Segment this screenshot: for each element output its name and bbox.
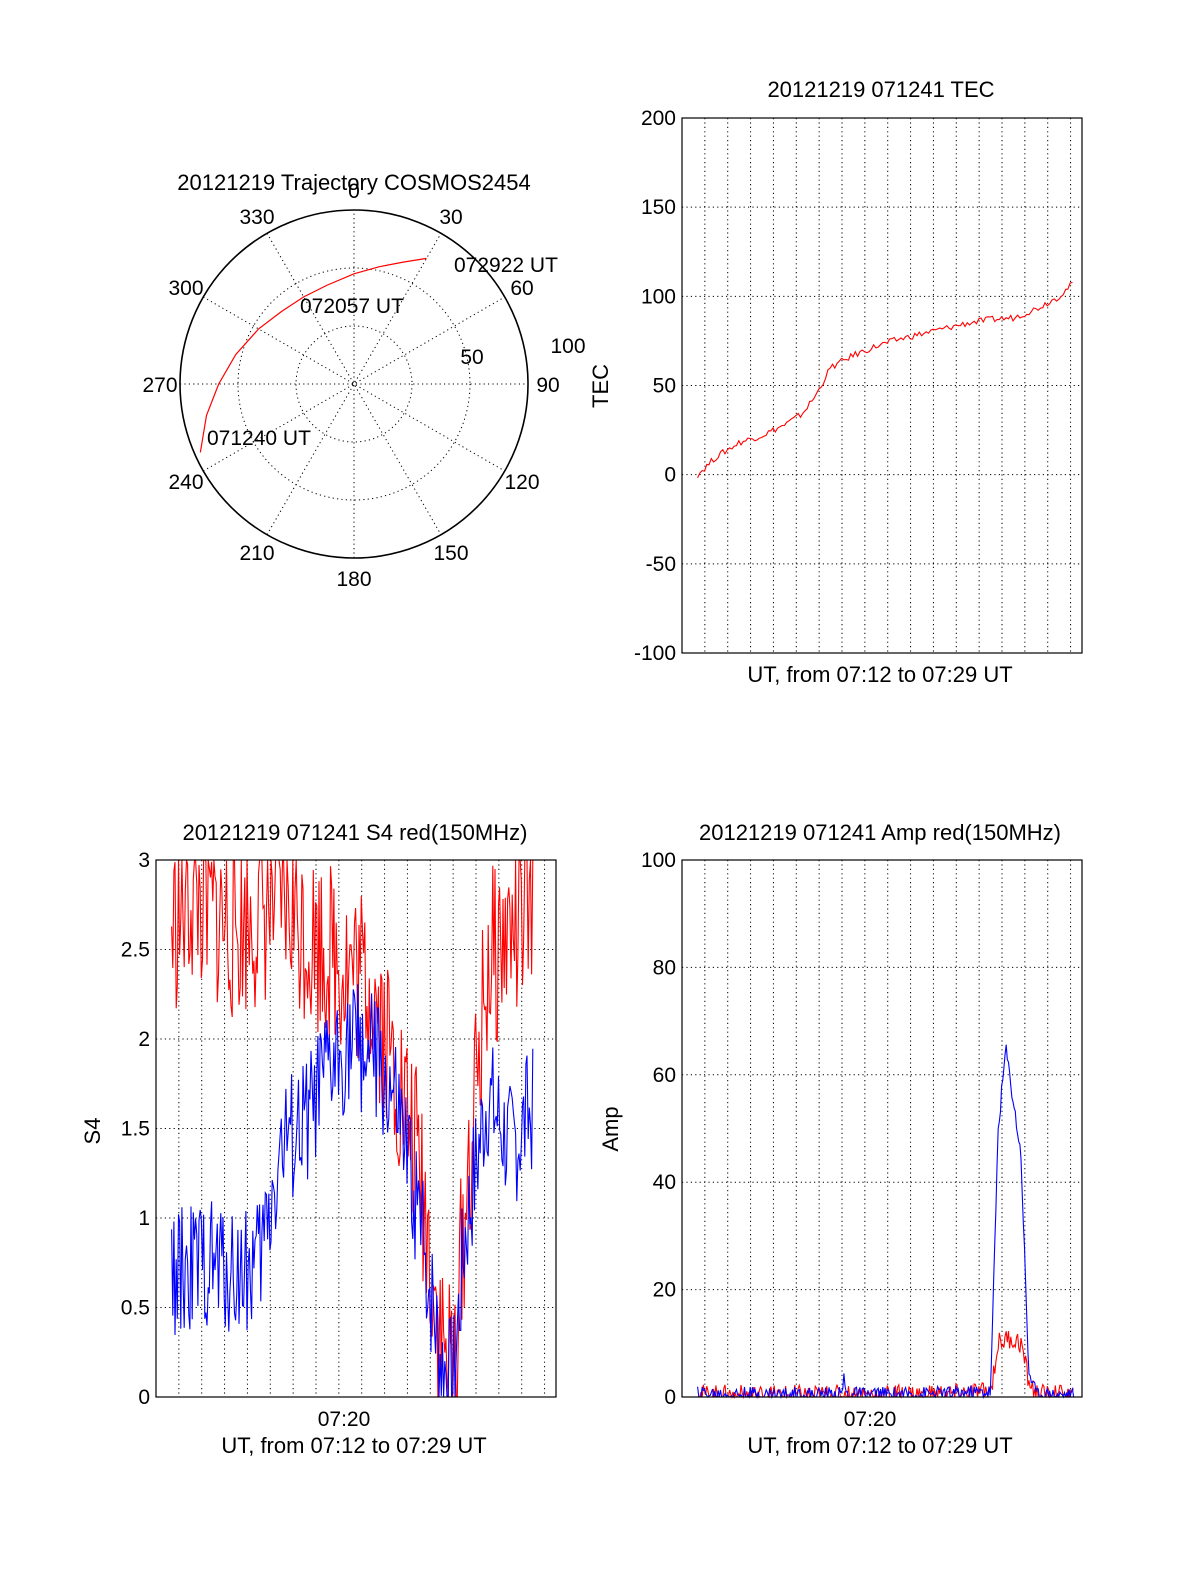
amp-xlabel: UT, from 07:12 to 07:29 UT xyxy=(747,1433,1012,1458)
amp-y-ticks: 0 20 40 60 80 100 xyxy=(641,849,676,1409)
radial-label-50: 50 xyxy=(460,346,483,369)
s4-y-ticks: 0 0.5 1 1.5 2 2.5 3 xyxy=(121,849,150,1409)
polar-spoke xyxy=(203,296,505,472)
amp-frame xyxy=(681,859,1083,1398)
tec-grid xyxy=(682,118,1082,653)
tec-ytick: 150 xyxy=(641,196,676,219)
tec-y-ticks: -100 -50 0 50 100 150 200 xyxy=(634,107,676,665)
s4-ytick: 2.5 xyxy=(121,939,150,962)
polar-trajectory xyxy=(199,257,427,453)
s4-title: 20121219 071241 S4 red(150MHz) xyxy=(183,820,528,845)
amp-ytick: 60 xyxy=(653,1064,676,1087)
s4-xtick-0720: 07:20 xyxy=(318,1408,371,1431)
tec-ytick: -100 xyxy=(634,642,676,665)
azimuth-label-210: 210 xyxy=(239,542,274,565)
tec-ylabel: TEC xyxy=(588,364,613,408)
polar-ring-60 xyxy=(237,267,471,501)
tec-ytick: 50 xyxy=(653,375,676,398)
amp-xtick-0720: 07:20 xyxy=(844,1408,897,1431)
azimuth-label-90: 90 xyxy=(536,374,559,397)
azimuth-label-0: 0 xyxy=(348,180,360,203)
trajectory-line xyxy=(199,257,427,453)
s4-ytick: 1.5 xyxy=(121,1118,150,1141)
s4-ytick: 2 xyxy=(138,1028,150,1051)
polar-title: 20121219 Trajectory COSMOS2454 xyxy=(177,170,530,195)
s4-ytick: 0 xyxy=(138,1386,150,1409)
s4-frame xyxy=(155,859,557,1398)
s4-series xyxy=(171,859,534,1398)
azimuth-label-120: 120 xyxy=(504,471,539,494)
s4-ytick: 3 xyxy=(138,849,150,872)
polar-azimuth-labels: 0 30 60 90 120 150 180 210 240 270 300 3… xyxy=(142,180,559,591)
tec-title: 20121219 071241 TEC xyxy=(767,77,994,102)
tec-plot: 20121219 071241 TEC -100 -50 0 50 100 15… xyxy=(588,77,1083,687)
tec-series xyxy=(697,281,1073,479)
azimuth-label-60: 60 xyxy=(510,277,533,300)
series-line-red xyxy=(697,1331,1074,1400)
annotation-end-time: 072922 UT xyxy=(454,254,558,277)
polar-spoke xyxy=(266,233,442,535)
polar-plot: 20121219 Trajectory COSMOS2454 0 30 60 9… xyxy=(142,170,585,591)
series-line-red xyxy=(171,859,534,1398)
series-line-blue xyxy=(171,984,534,1398)
amp-title: 20121219 071241 Amp red(150MHz) xyxy=(699,820,1061,845)
amp-ytick: 40 xyxy=(653,1171,676,1194)
polar-grid xyxy=(179,209,529,559)
amp-grid xyxy=(682,860,1082,1397)
amp-ytick: 0 xyxy=(664,1386,676,1409)
annotation-mid-time: 072057 UT xyxy=(300,295,404,318)
amp-ylabel: Amp xyxy=(598,1106,623,1151)
amp-ytick: 100 xyxy=(641,849,676,872)
s4-ytick: 0.5 xyxy=(121,1297,150,1320)
azimuth-label-270: 270 xyxy=(142,374,177,397)
amp-ytick: 80 xyxy=(653,956,676,979)
s4-ylabel: S4 xyxy=(80,1118,105,1145)
amp-series xyxy=(697,1044,1075,1400)
tec-ytick: 100 xyxy=(641,285,676,308)
azimuth-label-330: 330 xyxy=(239,206,274,229)
azimuth-label-150: 150 xyxy=(433,542,468,565)
s4-plot: 20121219 071241 S4 red(150MHz) 0 0.5 1 1… xyxy=(80,820,557,1458)
azimuth-label-30: 30 xyxy=(439,206,462,229)
series-line-blue xyxy=(697,1044,1075,1400)
azimuth-label-180: 180 xyxy=(336,568,371,591)
tec-ytick: 0 xyxy=(664,464,676,487)
tec-ytick: 200 xyxy=(641,107,676,130)
radial-label-100: 100 xyxy=(550,335,585,358)
tec-xlabel: UT, from 07:12 to 07:29 UT xyxy=(747,662,1012,687)
s4-xlabel: UT, from 07:12 to 07:29 UT xyxy=(221,1433,486,1458)
annotation-start-time: 071240 UT xyxy=(207,427,311,450)
series-line-red xyxy=(697,281,1073,479)
azimuth-label-240: 240 xyxy=(168,471,203,494)
polar-ring-30 xyxy=(295,325,413,443)
tec-frame xyxy=(681,117,1083,654)
amp-ytick: 20 xyxy=(653,1279,676,1302)
azimuth-label-300: 300 xyxy=(168,277,203,300)
amp-plot: 20121219 071241 Amp red(150MHz) 0 20 40 … xyxy=(598,820,1083,1458)
s4-ytick: 1 xyxy=(138,1207,150,1230)
polar-spoke xyxy=(203,296,505,472)
tec-ytick: -50 xyxy=(646,553,676,576)
polar-spoke xyxy=(266,233,442,535)
